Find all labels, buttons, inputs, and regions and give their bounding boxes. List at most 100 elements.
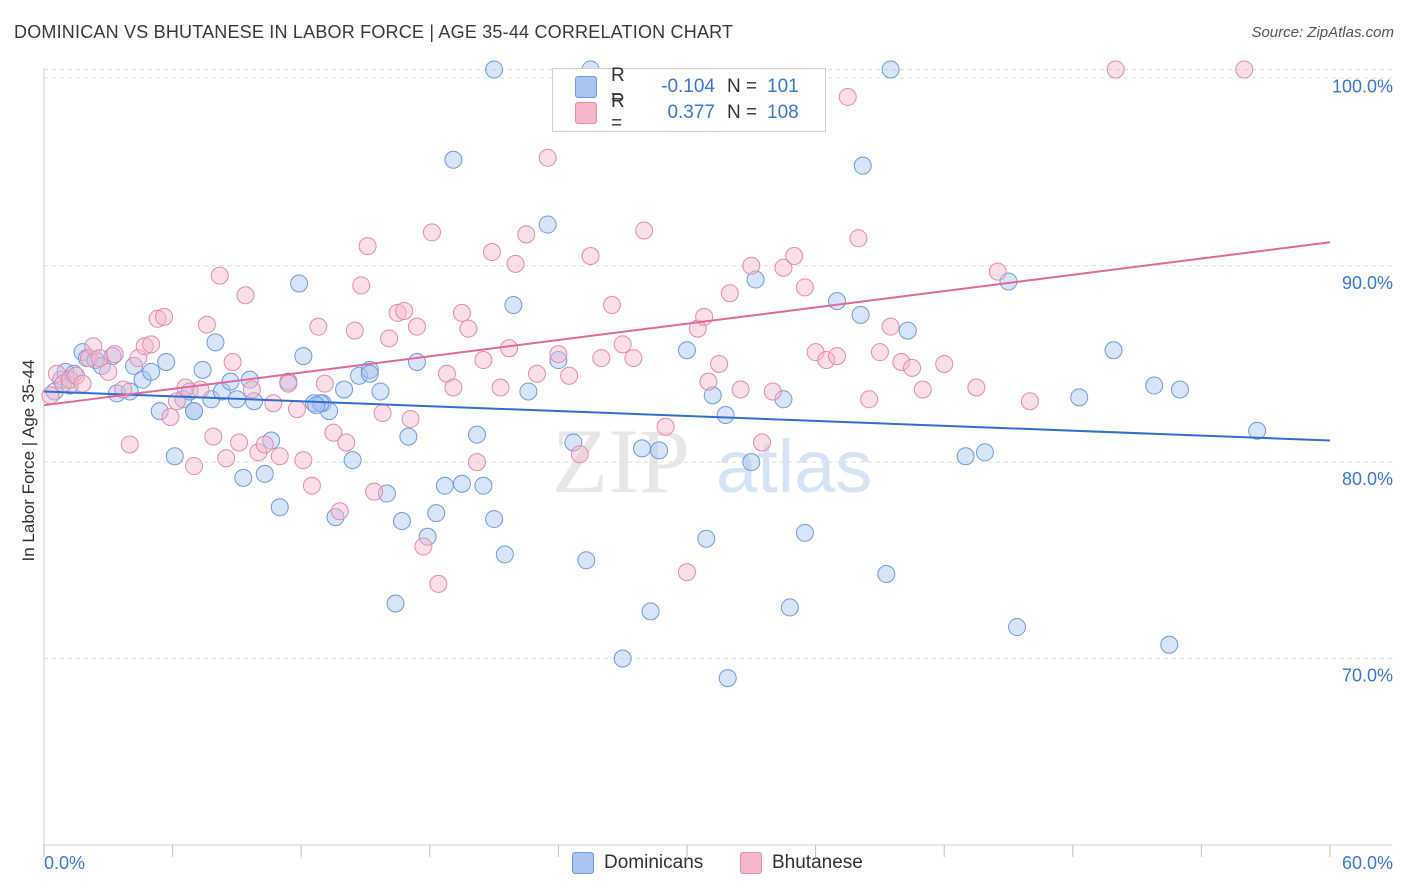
dominicans-point (549, 351, 568, 370)
dominicans-point (290, 274, 309, 293)
bhutanese-point (474, 351, 493, 370)
legend-item-dominicans[interactable]: Dominicans (572, 852, 703, 874)
dominicans-point (519, 382, 538, 401)
dominicans-point (206, 333, 225, 352)
dominicans-point (881, 60, 900, 79)
y-tick-label: 80.0% (1342, 469, 1393, 489)
legend-n-label: N = (727, 102, 758, 123)
bhutanese-point (148, 309, 167, 328)
y-tick-label: 100.0% (1332, 76, 1393, 96)
dominicans-point (898, 321, 917, 340)
bhutanese-point (302, 476, 321, 495)
bhutanese-point (720, 284, 739, 303)
legend-swatch-bhutanese (740, 852, 762, 874)
dominicans-point (371, 382, 390, 401)
y-tick-label: 70.0% (1342, 665, 1393, 685)
dominicans-point (678, 341, 696, 360)
bhutanese-point (135, 337, 154, 356)
bhutanese-point (358, 237, 377, 256)
bhutanese-point (678, 563, 696, 582)
bhutanese-point (517, 225, 536, 244)
bhutanese-point (549, 345, 568, 364)
x-tick-label-max: 60.0% (1342, 853, 1393, 873)
bhutanese-point (279, 374, 298, 393)
bhutanese-point (710, 354, 729, 373)
bhutanese-point (80, 349, 99, 368)
bhutanese-point (467, 453, 486, 472)
bhutanese-point (191, 380, 210, 399)
dominicans-point (828, 292, 847, 311)
bhutanese-point (459, 319, 478, 338)
dominicans-point (427, 504, 446, 523)
bhutanese-point (120, 435, 139, 454)
dominicans-point (360, 364, 379, 383)
dominicans-point (1008, 618, 1027, 637)
bhutanese-point (330, 502, 349, 521)
dominicans-point (193, 360, 212, 379)
bhutanese-point (1106, 60, 1125, 79)
bhutanese-point (422, 223, 441, 242)
bhutanese-point (538, 148, 557, 167)
bhutanese-point (774, 258, 793, 277)
bhutanese-point (315, 374, 334, 393)
dominicans-point (157, 353, 176, 371)
bhutanese-trend-line (43, 241, 1331, 407)
bhutanese-point (570, 445, 589, 464)
dominicans-point (495, 545, 514, 564)
dominicans-point (386, 594, 405, 613)
legend-item-bhutanese[interactable]: Bhutanese (740, 852, 863, 874)
source-label: Source: ZipAtlas.com (1251, 24, 1394, 41)
dominicans-point (697, 529, 716, 548)
legend-r-value: 0.377 (667, 102, 715, 123)
dominicans-point (185, 402, 204, 421)
dominicans-point (975, 443, 994, 462)
bhutanese-point (264, 394, 283, 413)
dominicans-point (165, 447, 184, 466)
dominicans-point (1248, 421, 1267, 440)
bhutanese-point (236, 286, 255, 305)
dominicans-point (307, 396, 326, 415)
dominicans-point (641, 602, 660, 621)
dominicans-point (485, 510, 504, 529)
bhutanese-point (892, 353, 911, 371)
dominicans-point (795, 523, 814, 542)
dominicans-point (851, 305, 870, 324)
dominicans-point (956, 447, 975, 466)
dominicans-point (360, 360, 379, 379)
bhutanese-point (452, 303, 471, 322)
dominicans-point (150, 402, 169, 421)
dominicans-points (45, 60, 1267, 688)
bhutanese-point (90, 349, 109, 368)
dominicans-point (564, 433, 583, 452)
bhutanese-point (656, 417, 675, 436)
dominicans-point (1170, 380, 1189, 399)
dominicans-point (577, 551, 596, 570)
bhutanese-point (795, 278, 814, 297)
bhutanese-point (414, 537, 433, 556)
dominicans-point (444, 150, 463, 169)
bhutanese-point (287, 400, 306, 419)
dominicans-point (435, 476, 454, 495)
dominicans-point (853, 156, 872, 175)
bhutanese-point (870, 343, 889, 362)
legend-n-value: 101 (767, 76, 799, 97)
bhutanese-point (935, 354, 954, 373)
dominicans-trend-line (43, 390, 1331, 442)
bhutanese-point (881, 317, 900, 336)
legend-r-label: R = (611, 65, 625, 108)
dominicans-point (742, 453, 761, 472)
legend-row-bhutanese: R = 0.377 N = 108 (575, 91, 799, 134)
bhutanese-point (581, 246, 600, 265)
bhutanese-point (155, 307, 174, 326)
dominicans-point (270, 498, 289, 517)
dominicans-point (1104, 341, 1123, 360)
bhutanese-point (635, 221, 654, 240)
bhutanese-point (129, 349, 148, 368)
bhutanese-point (817, 351, 836, 370)
dominicans-point (1070, 388, 1089, 407)
dominicans-point (343, 451, 362, 470)
bhutanese-point (270, 447, 289, 466)
tick-labels: 70.0% 80.0% 90.0% 100.0% 0.0% 60.0% (44, 76, 1393, 873)
bhutanese-point (592, 349, 611, 368)
